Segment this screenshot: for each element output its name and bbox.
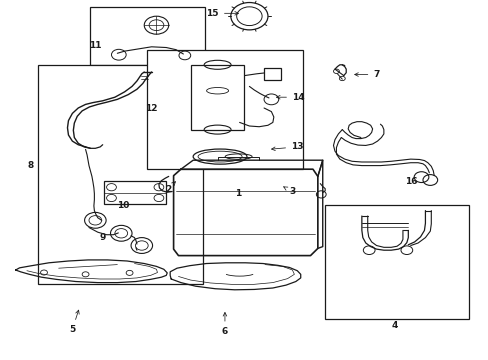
Text: 9: 9 xyxy=(99,233,106,242)
Text: 2: 2 xyxy=(165,182,175,194)
Text: 14: 14 xyxy=(276,93,304,102)
Bar xyxy=(38,65,203,284)
Text: 15: 15 xyxy=(206,9,238,18)
Bar xyxy=(264,68,281,80)
Bar xyxy=(104,181,166,204)
Text: 7: 7 xyxy=(354,70,379,79)
Text: 3: 3 xyxy=(283,187,295,197)
Text: 8: 8 xyxy=(27,161,33,170)
Text: 12: 12 xyxy=(145,104,158,113)
Text: 13: 13 xyxy=(271,143,303,152)
Bar xyxy=(190,65,244,130)
Text: 6: 6 xyxy=(222,312,227,336)
Text: 16: 16 xyxy=(405,177,417,186)
Bar xyxy=(90,7,205,65)
Bar xyxy=(325,205,468,319)
Text: 5: 5 xyxy=(69,310,79,334)
Text: 10: 10 xyxy=(117,202,129,210)
Text: 1: 1 xyxy=(235,189,241,198)
Bar xyxy=(146,50,303,169)
Text: 4: 4 xyxy=(391,321,398,330)
Text: 11: 11 xyxy=(89,40,102,49)
